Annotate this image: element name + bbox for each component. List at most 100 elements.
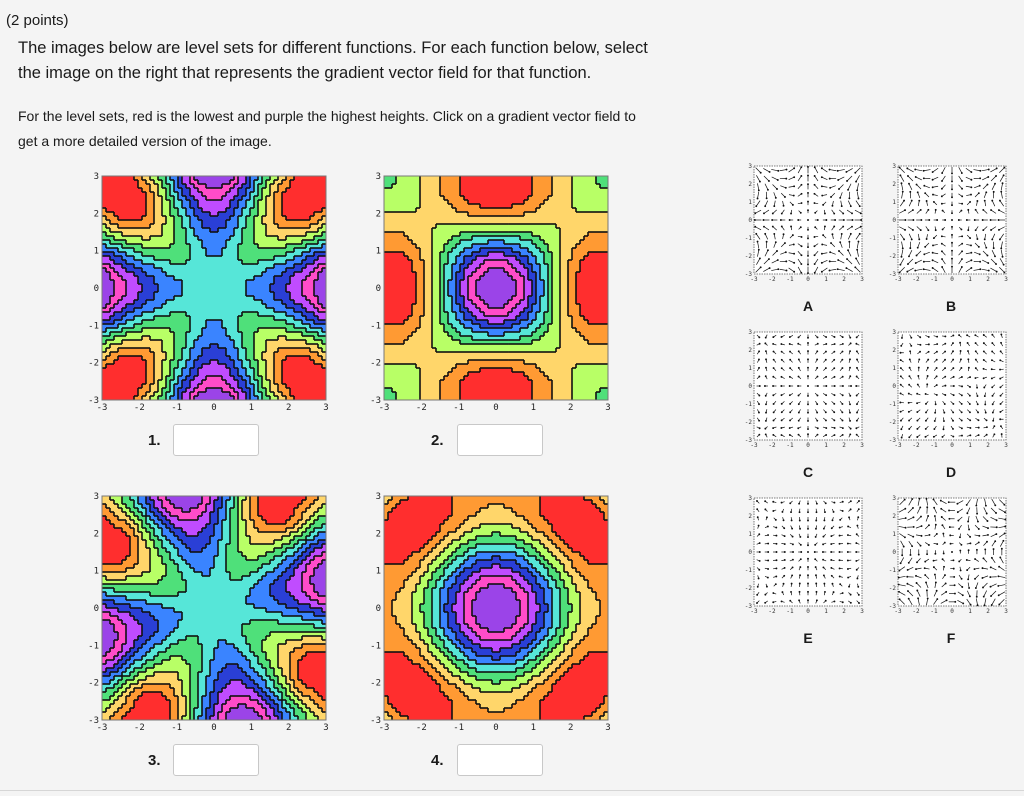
contour-cell	[218, 336, 223, 341]
contour-cell	[282, 252, 287, 257]
contour-cell	[302, 288, 307, 293]
contour-cell	[238, 256, 243, 261]
contour-cell	[218, 264, 223, 269]
contour-cell	[150, 360, 155, 365]
contour-cell	[270, 228, 275, 233]
contour-cell	[306, 320, 311, 325]
contour-cell	[322, 188, 327, 193]
contour-cell	[310, 312, 315, 317]
contour-cell	[274, 356, 279, 361]
contour-cell	[226, 300, 231, 305]
contour-cell	[226, 308, 231, 313]
contour-cell	[170, 212, 175, 217]
contour-cell	[250, 252, 255, 257]
contour-cell	[118, 240, 123, 245]
contour-cell	[190, 392, 195, 397]
contour-cell	[122, 268, 127, 273]
contour-cell	[246, 284, 251, 289]
contour-cell	[122, 344, 127, 349]
contour-cell	[158, 200, 163, 205]
contour-cell	[130, 212, 135, 217]
contour-cell	[178, 372, 183, 377]
contour-cell	[126, 184, 131, 189]
contour-cell	[118, 256, 123, 261]
contour-cell	[118, 316, 123, 321]
contour-cell	[226, 364, 231, 369]
contour-cell	[290, 272, 295, 277]
contour-cell	[294, 188, 299, 193]
contour-cell	[266, 188, 271, 193]
contour-cell	[448, 188, 453, 193]
contour-cell	[182, 284, 187, 289]
contour-cell	[322, 200, 327, 205]
contour-cell	[162, 356, 167, 361]
contour-cell	[158, 316, 163, 321]
contour-cell	[254, 336, 259, 341]
contour-cell	[202, 392, 207, 397]
contour-cell	[194, 260, 199, 265]
contour-cell	[214, 332, 219, 337]
contour-cell	[158, 304, 163, 309]
contour-cell	[270, 212, 275, 217]
contour-cell	[278, 180, 283, 185]
contour-cell	[138, 268, 143, 273]
contour-cell	[246, 216, 251, 221]
contour-cell	[282, 236, 287, 241]
contour-cell	[318, 240, 323, 245]
contour-cell	[298, 364, 303, 369]
contour-cell	[146, 320, 151, 325]
contour-cell	[492, 192, 497, 197]
contour-cell	[242, 228, 247, 233]
contour-cell	[314, 296, 319, 301]
contour-cell	[476, 176, 481, 181]
contour-cell	[154, 288, 159, 293]
contour-cell	[134, 248, 139, 253]
contour-cell	[198, 376, 203, 381]
contour-cell	[114, 260, 119, 265]
contour-cell	[230, 248, 235, 253]
contour-cell	[114, 276, 119, 281]
contour-cell	[206, 196, 211, 201]
contour-cell	[298, 372, 303, 377]
contour-cell	[198, 304, 203, 309]
contour-cell	[174, 328, 179, 333]
contour-cell	[186, 252, 191, 257]
contour-cell	[596, 180, 601, 185]
contour-cell	[294, 344, 299, 349]
contour-cell	[230, 388, 235, 393]
contour-cell	[134, 360, 139, 365]
contour-cell	[102, 280, 107, 285]
contour-cell	[460, 176, 465, 181]
contour-cell	[134, 380, 139, 385]
contour-cell	[206, 188, 211, 193]
contour-cell	[456, 184, 461, 189]
contour-cell	[254, 292, 259, 297]
contour-cell	[274, 332, 279, 337]
contour-cell	[130, 204, 135, 209]
contour-cell	[138, 356, 143, 361]
contour-cell	[142, 244, 147, 249]
contour-cell	[158, 196, 163, 201]
contour-cell	[102, 252, 107, 257]
contour-cell	[246, 336, 251, 341]
contour-cell	[134, 244, 139, 249]
contour-cell	[322, 280, 327, 285]
contour-cell	[318, 348, 323, 353]
contour-cell	[266, 312, 271, 317]
contour-cell	[118, 384, 123, 389]
contour-cell	[242, 204, 247, 209]
contour-cell	[258, 336, 263, 341]
contour-cell	[170, 276, 175, 281]
contour-cell	[118, 308, 123, 313]
contour-cell	[210, 200, 215, 205]
contour-cell	[146, 324, 151, 329]
contour-cell	[282, 284, 287, 289]
contour-cell	[222, 284, 227, 289]
contour-cell	[118, 380, 123, 385]
contour-cell	[504, 180, 509, 185]
contour-cell	[302, 224, 307, 229]
contour-cell	[524, 192, 529, 197]
contour-cell	[294, 220, 299, 225]
contour-cell	[306, 184, 311, 189]
contour-cell	[106, 256, 111, 261]
